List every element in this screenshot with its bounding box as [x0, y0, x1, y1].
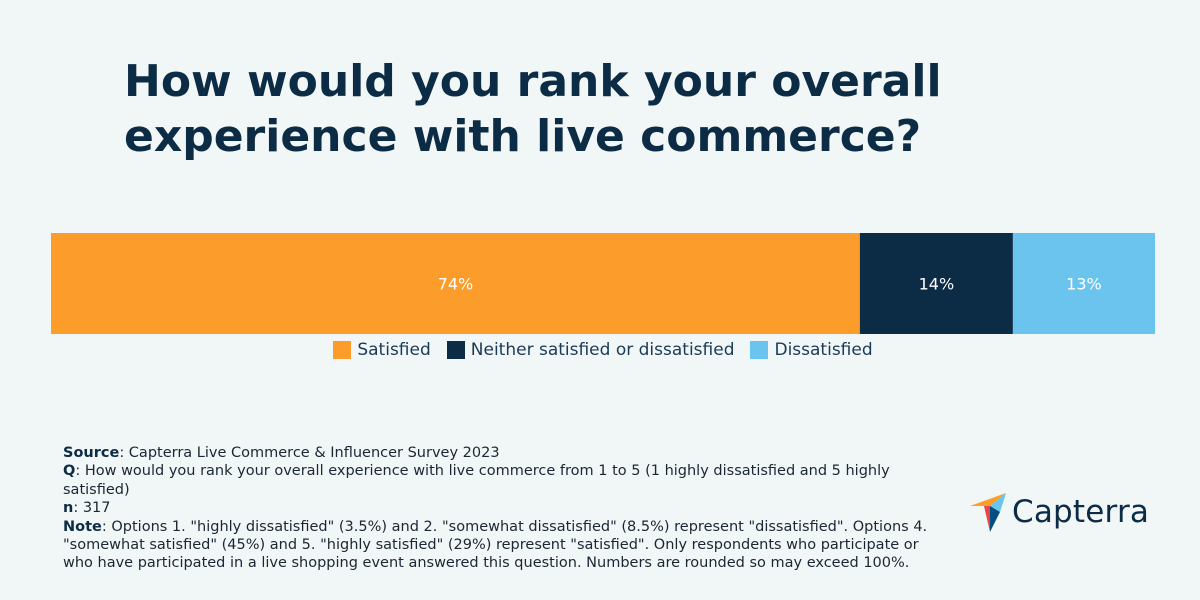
bar-segment-satisfied — [51, 233, 860, 334]
chart-title-line-1: How would you rank your overall — [124, 56, 942, 107]
legend-label-neither: Neither satisfied or dissatisfied — [470, 340, 735, 360]
footnotes: Source: Capterra Live Commerce & Influen… — [63, 444, 943, 573]
source-note: Source: Capterra Live Commerce & Influen… — [63, 445, 500, 461]
capterra-wordmark: Capterra — [1012, 494, 1150, 530]
bar-segment-dissatisfied — [1012, 233, 1155, 334]
sample-size-note: n: 317 — [63, 500, 111, 517]
capterra-arrow-icon — [970, 493, 1006, 532]
legend: Satisfied Neither satisfied or dissatisf… — [0, 340, 1200, 360]
legend-swatch-satisfied — [333, 341, 352, 359]
bar-label-satisfied: 74% — [438, 275, 474, 294]
bar-segment-neither — [859, 233, 1013, 334]
capterra-logo: Capterra — [968, 490, 1149, 534]
bar-label-neither: 14% — [919, 275, 955, 294]
legend-item-neither: Neither satisfied or dissatisfied — [446, 340, 735, 360]
bar-label-dissatisfied: 13% — [1066, 275, 1102, 294]
legend-swatch-neither — [446, 341, 465, 359]
legend-label-satisfied: Satisfied — [357, 340, 431, 360]
legend-swatch-dissatisfied — [750, 341, 769, 359]
chart-title: How would you rank your overall experien… — [124, 54, 1024, 164]
legend-item-dissatisfied: Dissatisfied — [750, 340, 873, 360]
legend-label-dissatisfied: Dissatisfied — [774, 340, 873, 360]
chart-title-line-2: experience with live commerce? — [124, 111, 922, 162]
question-note: Q: How would you rank your overall exper… — [63, 463, 890, 498]
methodology-note: Note: Options 1. "highly dissatisfied" (… — [63, 518, 928, 572]
legend-item-satisfied: Satisfied — [333, 340, 431, 360]
